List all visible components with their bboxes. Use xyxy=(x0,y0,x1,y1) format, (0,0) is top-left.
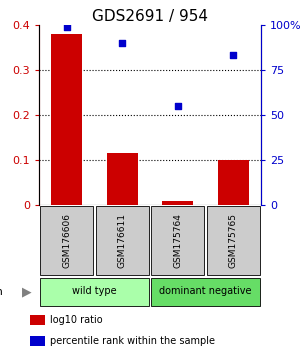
Bar xyxy=(151,206,204,275)
Point xyxy=(64,24,69,29)
Text: dominant negative: dominant negative xyxy=(159,286,252,296)
Bar xyxy=(163,201,193,205)
Bar xyxy=(151,278,260,306)
Text: GSM175764: GSM175764 xyxy=(173,213,182,268)
Bar xyxy=(40,278,149,306)
Bar xyxy=(30,315,45,325)
Bar xyxy=(218,160,248,205)
Text: GSM176606: GSM176606 xyxy=(62,213,71,268)
Text: wild type: wild type xyxy=(72,286,117,296)
Bar xyxy=(96,206,149,275)
Point xyxy=(176,103,180,109)
Text: ▶: ▶ xyxy=(22,286,32,298)
Text: GSM175765: GSM175765 xyxy=(229,213,238,268)
Point xyxy=(231,53,236,58)
Text: percentile rank within the sample: percentile rank within the sample xyxy=(50,336,215,346)
Bar xyxy=(207,206,260,275)
Bar xyxy=(107,153,137,205)
Text: GSM176611: GSM176611 xyxy=(118,213,127,268)
Bar xyxy=(40,206,93,275)
Bar xyxy=(52,34,82,205)
Point xyxy=(120,40,125,46)
Text: strain: strain xyxy=(0,287,3,297)
Text: log10 ratio: log10 ratio xyxy=(50,315,102,325)
Title: GDS2691 / 954: GDS2691 / 954 xyxy=(92,8,208,24)
Bar xyxy=(30,336,45,346)
